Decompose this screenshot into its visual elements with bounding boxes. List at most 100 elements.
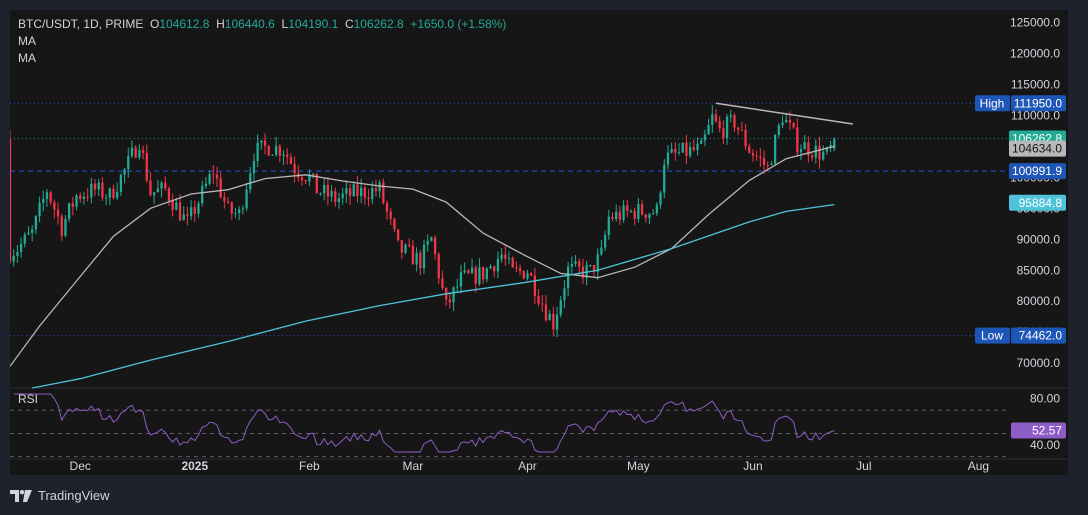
candle-body: [193, 207, 196, 214]
candle-body: [566, 266, 570, 289]
candle: [238, 206, 241, 221]
candle-body: [810, 155, 814, 158]
chart-frame[interactable]: 70000.075000.080000.085000.090000.095000…: [10, 10, 1068, 475]
candle-body: [330, 191, 333, 197]
candle: [282, 150, 285, 166]
candle-body: [526, 273, 529, 279]
candle-body: [788, 119, 792, 123]
candle-body: [45, 192, 49, 200]
candle-body: [42, 199, 45, 204]
chart-legend: BTC/USDT, 1D, PRIME O104612.8 H106440.6 …: [18, 16, 506, 67]
candle: [566, 262, 570, 297]
brand[interactable]: TradingView: [10, 488, 110, 503]
candle-body: [603, 234, 607, 248]
candle-body: [31, 229, 34, 233]
candle-body: [659, 192, 662, 205]
rsi-value-label: 52.57: [1032, 423, 1062, 437]
candle: [64, 215, 67, 238]
candle-body: [522, 270, 525, 279]
candle: [12, 249, 15, 267]
candle: [493, 265, 496, 278]
candle-body: [367, 197, 370, 200]
price-tick-label: 80000.0: [1017, 294, 1061, 308]
candle: [389, 208, 392, 225]
candle: [755, 150, 758, 161]
candle-body: [119, 174, 123, 192]
candle: [286, 148, 289, 165]
candle: [637, 197, 640, 223]
candle: [522, 270, 525, 280]
candle-body: [404, 244, 407, 253]
candle-body: [53, 202, 56, 210]
candle: [130, 140, 134, 159]
price-tick-label: 110000.0: [1011, 108, 1060, 122]
candle: [762, 150, 766, 175]
candle: [648, 213, 651, 225]
candle: [589, 264, 592, 268]
candle: [433, 235, 437, 260]
candle-body: [82, 196, 86, 199]
price-label: 104634.0: [1012, 142, 1062, 156]
candle-body: [504, 254, 507, 259]
indicator-ma-2[interactable]: MA: [18, 51, 36, 65]
candle: [330, 185, 333, 202]
candle-body: [655, 204, 658, 214]
candle-body: [178, 202, 182, 221]
candle: [234, 207, 237, 219]
candle-body: [833, 138, 836, 149]
candle-body: [286, 154, 289, 158]
candle: [467, 269, 470, 275]
candle-body: [685, 142, 688, 156]
candle: [56, 202, 60, 225]
candle: [740, 122, 744, 131]
candle: [803, 134, 806, 150]
candle-body: [352, 184, 355, 197]
candle-body: [807, 142, 810, 156]
rsi-tick-label: 40.00: [1030, 438, 1060, 452]
candle-body: [618, 211, 622, 220]
candle: [799, 144, 803, 161]
candle-body: [574, 261, 577, 265]
candle: [541, 295, 544, 312]
candle: [822, 145, 825, 161]
candle: [600, 239, 603, 257]
candle-body: [374, 188, 378, 192]
candle-body: [127, 155, 130, 170]
candle: [518, 264, 522, 276]
candle-body: [481, 267, 485, 280]
candle: [533, 267, 537, 305]
candle-body: [707, 124, 710, 135]
candle: [692, 139, 695, 152]
candle: [526, 269, 529, 281]
candle-body: [544, 304, 548, 321]
candle: [293, 156, 296, 183]
candle-body: [611, 216, 614, 220]
candle: [260, 140, 263, 150]
candle: [770, 161, 773, 166]
time-tick-label: Apr: [518, 459, 537, 473]
candle: [189, 200, 193, 221]
candle: [256, 134, 259, 168]
candle: [633, 207, 636, 225]
candle: [308, 169, 311, 186]
price-label-bg: [1009, 140, 1066, 157]
candle-body: [389, 211, 392, 219]
candle-body: [463, 270, 466, 273]
indicator-ma-1[interactable]: MA: [18, 34, 36, 48]
candle-body: [104, 197, 108, 199]
candle-body: [737, 127, 740, 130]
candle: [385, 200, 389, 220]
candle-body: [459, 272, 463, 287]
candle-body: [637, 203, 640, 219]
candle: [415, 247, 418, 272]
price-tick-label: 85000.0: [1017, 263, 1061, 277]
price-chart[interactable]: 70000.075000.080000.085000.090000.095000…: [10, 10, 1068, 475]
candle: [367, 189, 370, 207]
level-value-label: 74462.0: [1019, 329, 1063, 343]
candle-body: [452, 287, 455, 303]
candle-body: [781, 122, 784, 126]
candle: [729, 109, 732, 123]
candle-body: [278, 145, 281, 156]
candle-body: [164, 182, 167, 189]
candle-body: [633, 210, 636, 219]
